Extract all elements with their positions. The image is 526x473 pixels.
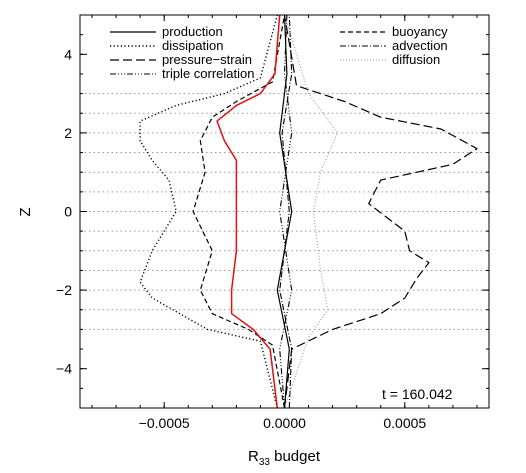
x-tick-label: −0.0005 — [139, 415, 190, 431]
x-axis-title-suffix: budget — [270, 448, 321, 465]
series-line-dissipation — [139, 15, 278, 408]
y-tick-label: −4 — [56, 361, 72, 377]
legend: productiondissipationpressure−straintrip… — [110, 24, 448, 81]
y-tick-label: 4 — [64, 46, 72, 62]
series-line-advection — [279, 15, 293, 408]
series-line-buoyancy — [192, 15, 286, 408]
x-tick-label: 0.0000 — [263, 415, 306, 431]
series-line-triple-correlation — [279, 15, 293, 408]
legend-label: pressure−strain — [162, 52, 252, 67]
grid-lines — [80, 93, 489, 330]
x-axis-title-main: R — [248, 448, 259, 465]
legend-label: dissipation — [162, 38, 223, 53]
y-tick-label: 0 — [64, 204, 72, 220]
y-tick-label: 2 — [64, 125, 72, 141]
series-line-production — [276, 15, 293, 408]
series-group — [139, 15, 478, 408]
legend-label: advection — [392, 38, 448, 53]
series-line-red-profile — [216, 15, 281, 408]
series-line-diffusion — [283, 15, 338, 408]
x-tick-label: 0.0005 — [383, 415, 426, 431]
legend-label: triple correlation — [162, 66, 255, 81]
x-axis-title-subscript: 33 — [259, 457, 271, 468]
y-tick-label: −2 — [56, 282, 72, 298]
axis-ticks: −0.0005 0.0000 0.0005 −4 −2 0 2 4 — [56, 14, 489, 431]
series-line-pressure-strain — [283, 15, 478, 408]
legend-label: production — [162, 24, 223, 39]
legend-label: diffusion — [392, 52, 440, 67]
legend-label: buoyancy — [392, 24, 448, 39]
time-annotation: t = 160.042 — [382, 386, 453, 402]
x-axis-title: R33 budget — [248, 448, 321, 468]
y-axis-title: Z — [17, 207, 34, 216]
